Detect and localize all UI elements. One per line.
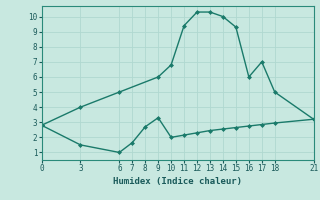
X-axis label: Humidex (Indice chaleur): Humidex (Indice chaleur) xyxy=(113,177,242,186)
